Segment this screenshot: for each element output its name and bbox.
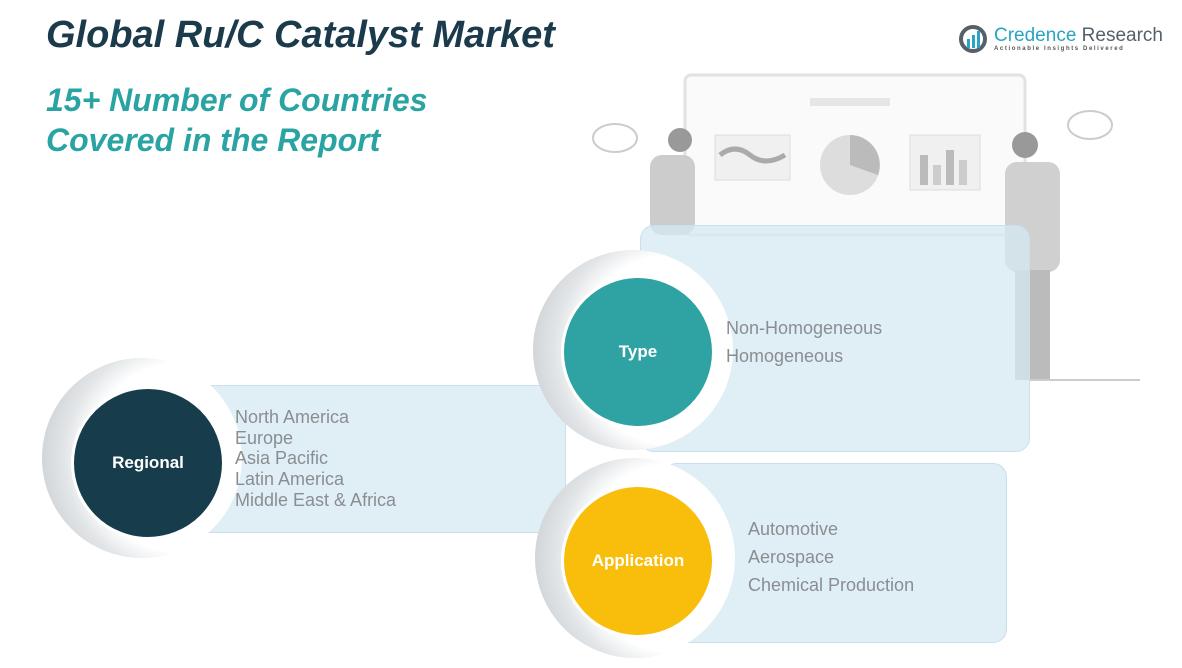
list-item: Chemical Production	[748, 575, 915, 595]
list-item: Automotive	[748, 519, 839, 539]
list-item: Europe	[235, 427, 294, 448]
type-label: Type	[618, 342, 658, 361]
regional-items: North America Europe Asia Pacific Latin …	[235, 407, 396, 511]
regional-circle: Regional	[71, 386, 225, 540]
type-items: Non-Homogeneous Homogeneous	[726, 314, 882, 370]
logo-chart-icon	[959, 25, 987, 53]
page-subtitle: 15+ Number of Countries Covered in the R…	[46, 80, 427, 160]
logo-name: Credence	[994, 25, 1077, 46]
subtitle-line-1: 15+ Number of Countries	[46, 82, 428, 118]
presentation-illustration	[592, 73, 1140, 381]
credence-research-logo: Credence Research Actionable Insights De…	[958, 24, 1163, 54]
application-items: Automotive Aerospace Chemical Production	[748, 515, 914, 599]
type-circle: Type	[561, 275, 715, 429]
list-item: Latin America	[235, 469, 345, 490]
list-item: Asia Pacific	[235, 448, 329, 469]
application-circle: Application	[561, 484, 715, 638]
list-item: North America	[235, 407, 350, 427]
regional-label: Regional	[112, 453, 184, 472]
application-label: Application	[591, 551, 685, 570]
logo-name-2: Research	[1076, 25, 1163, 46]
subtitle-line-2: Covered in the Report	[46, 122, 381, 158]
logo-tagline: Actionable Insights Delivered	[994, 46, 1125, 52]
page-title: Global Ru/C Catalyst Market	[46, 14, 555, 56]
list-item: Non-Homogeneous	[726, 318, 883, 338]
list-item: Middle East & Africa	[235, 489, 397, 510]
list-item: Aerospace	[748, 547, 835, 567]
list-item: Homogeneous	[726, 346, 844, 366]
